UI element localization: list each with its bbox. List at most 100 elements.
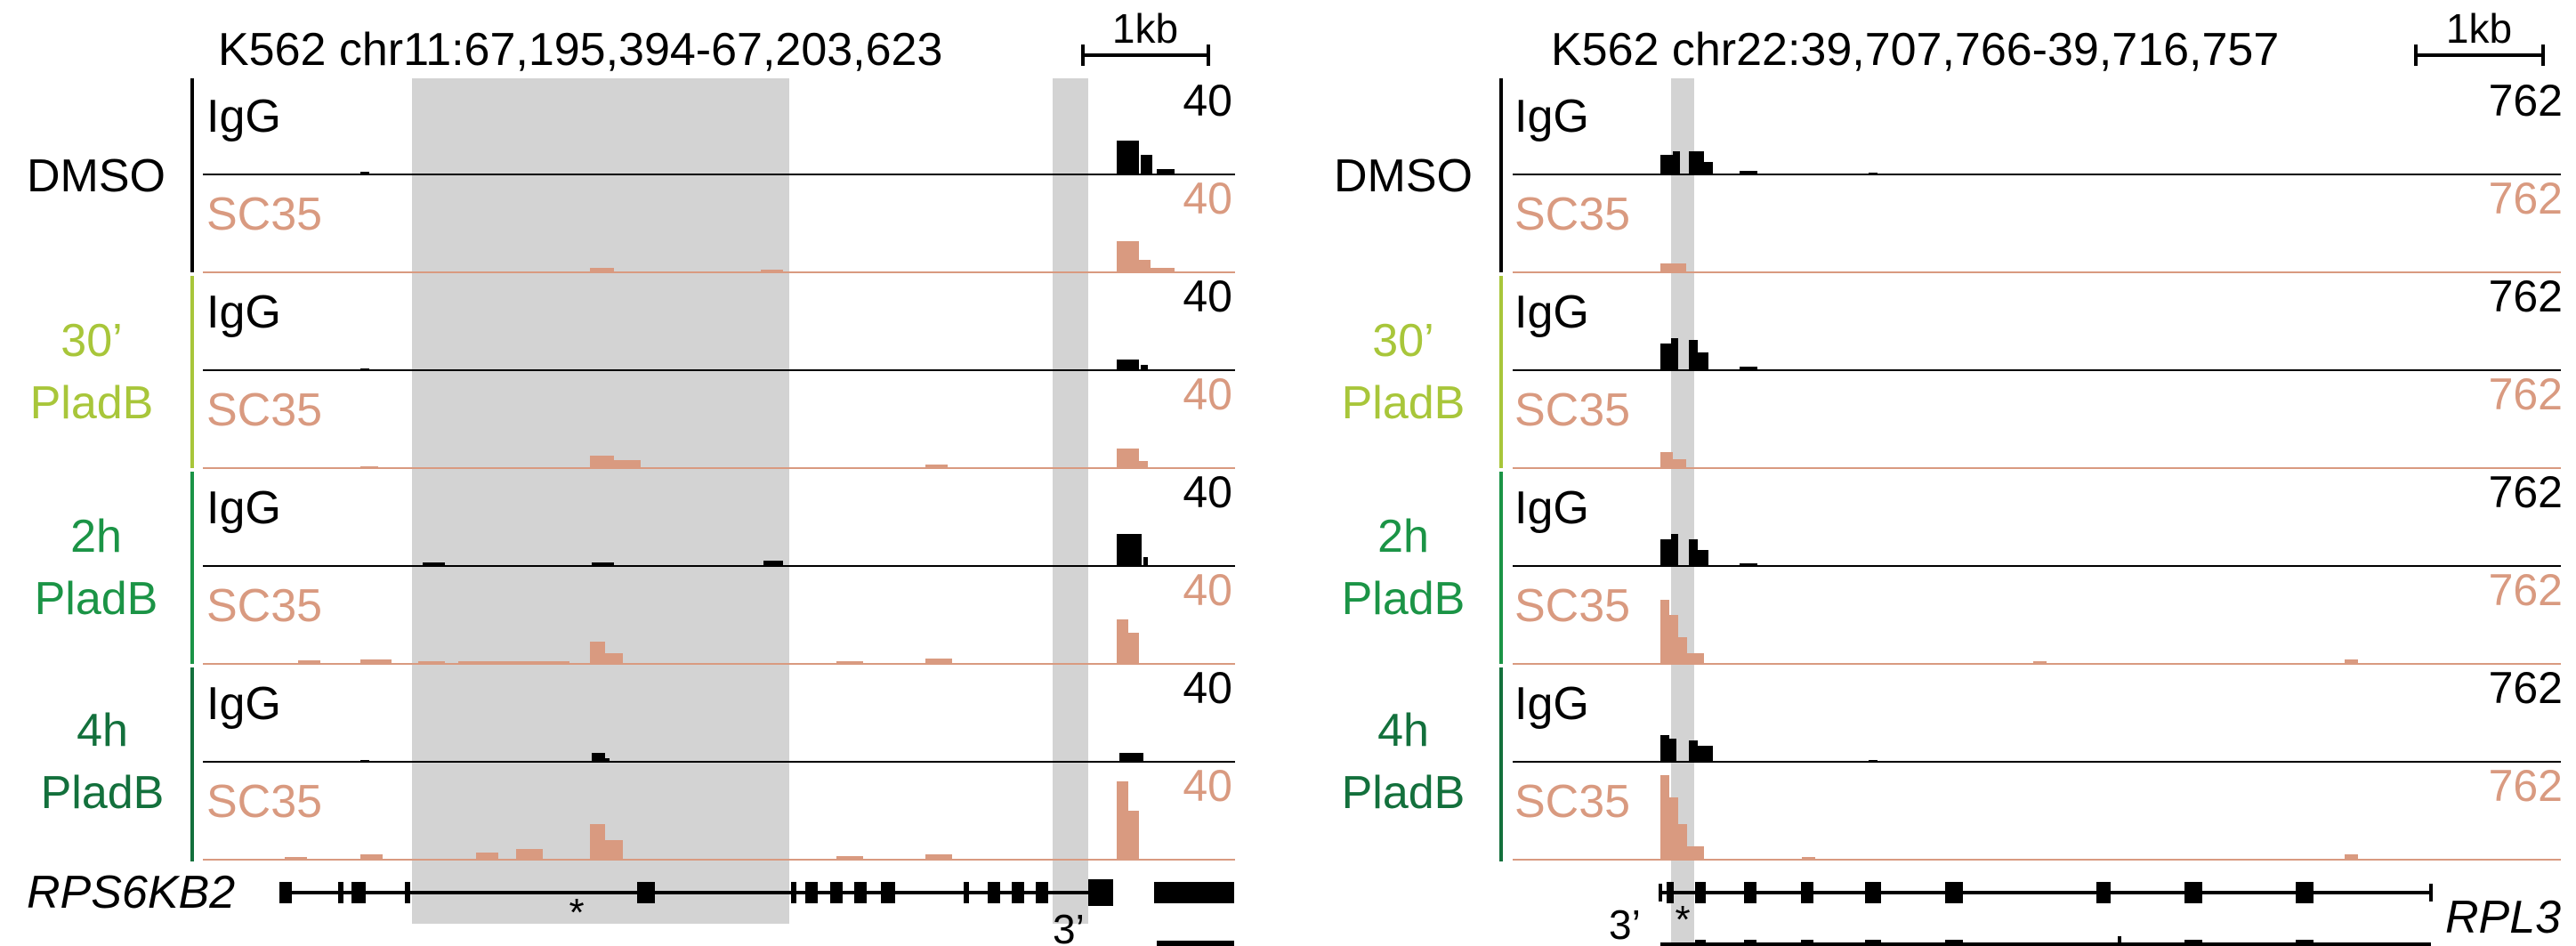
right-condition-4h-line1: 4h [1377,705,1429,756]
right-dmso-sc35-scale-max: 762 [2489,174,2563,223]
right-dmso-sc35-track-label: SC35 [1514,189,1630,240]
left-h4-sc35-coverage-bar [516,849,543,860]
left-h4-igg-coverage-bar [592,753,605,762]
right-h4-igg-coverage-bar [1869,760,1877,762]
highlight-region-left-b [1053,78,1088,924]
left-dmso-sc35-coverage-bar [1117,241,1139,272]
right-h2-sc35-coverage-bar [1669,615,1678,664]
left-condition-30m-line1: 30’ [61,315,122,367]
right-h2-sc35-coverage-bar [2345,659,2358,664]
left-h4-sc35-coverage-bar [476,853,498,860]
left-h2-sc35-track-label: SC35 [206,580,322,632]
right-h4-sc35-coverage-bar [1802,857,1815,860]
left-dmso-sc35-scale-max: 40 [1183,174,1232,223]
right-h2-sc35-track-label: SC35 [1514,580,1630,632]
left-h2-sc35-coverage-bar [590,642,605,664]
right-m30-sc35-coverage-bar [1673,459,1686,468]
left-m30-igg-track-label: IgG [206,287,281,338]
left-h2-sc35-coverage-bar [605,653,623,664]
left-gene-exon [988,882,1000,903]
panel-right-scalebar: 1kb [2414,5,2545,66]
left-gene-exon [1036,882,1048,903]
left-h4-sc35-scale-max: 40 [1183,761,1232,811]
left-condition-4h-line1: 4h [77,705,128,756]
right-gene-exon [1667,882,1674,903]
left-m30-sc35-coverage-bar [925,465,948,468]
right-h4-sc35-coverage-bar [1678,824,1687,860]
right-h4-sc35-track-label: SC35 [1514,776,1630,828]
left-dmso-sc35-coverage-bar [1151,268,1175,272]
right-m30-sc35-coverage-bar [1660,452,1673,468]
right-condition-2h-line2: PladB [1342,573,1466,625]
right-gene-exon [1945,882,1963,903]
right-condition-30m-line2: PladB [1342,377,1466,429]
left-m30-sc35-coverage-bar [1139,461,1148,468]
left-m30-sc35-coverage-bar [590,456,614,468]
left-dmso-igg-track-label: IgG [206,91,281,142]
right-gene-exon [2096,882,2111,903]
right-m30-igg-coverage-bar [1671,338,1678,370]
left-h4-sc35-coverage-bar [836,856,863,860]
left-m30-igg-coverage-bar [360,368,369,370]
left-gene-exon [791,882,796,903]
left-gene-exon [964,882,969,903]
right-gene-exon [1695,940,1706,946]
right-m30-igg-coverage-bar [1660,344,1671,370]
right-h2-igg-coverage-bar [1671,534,1678,566]
right-h2-sc35-coverage-bar [1678,637,1687,664]
right-dmso-igg-coverage-bar [1740,171,1757,174]
left-h2-igg-coverage-bar [592,562,614,566]
right-gene-exon [1801,940,1813,946]
panel-right-scalebar-label: 1kb [2446,5,2512,52]
left-gene-exon [1088,879,1113,906]
left-dmso-igg-scale-max: 40 [1183,76,1232,125]
left-m30-igg-coverage-bar [1117,360,1139,370]
right-gene-exon [1865,940,1881,946]
highlight-region-left-a [412,78,789,924]
right-gene-name: RPL3 [2445,892,2561,943]
right-h4-sc35-coverage-bar [1660,775,1669,860]
left-gene-exon [830,882,843,903]
left-dmso-igg-coverage-bar [360,172,369,174]
left-h2-sc35-coverage-bar [418,661,445,664]
right-h2-sc35-coverage-bar [1660,600,1669,664]
left-condition-4h-line2: PladB [41,767,165,819]
left-dmso-igg-coverage-bar [1157,169,1175,174]
left-gene-exon [1154,882,1234,903]
right-h4-igg-track-label: IgG [1514,678,1589,730]
right-dmso-igg-track-label: IgG [1514,91,1589,142]
left-dmso-igg-coverage-bar [1141,155,1152,174]
left-m30-sc35-coverage-bar [360,466,378,468]
left-dmso-igg-coverage-bar [1117,141,1139,174]
right-m30-igg-coverage-bar [1698,352,1708,370]
right-h2-sc35-scale-max: 762 [2489,565,2563,615]
left-gene-exon [854,882,867,903]
left-dmso-sc35-coverage-bar [761,270,783,272]
panel-left-title: K562 chr11:67,195,394-67,203,623 [218,24,942,76]
left-gene-exon [1012,882,1024,903]
right-h2-igg-track-label: IgG [1514,482,1589,534]
left-gene-exon [881,882,895,903]
left-h4-igg-scale-max: 40 [1183,663,1232,713]
right-h4-sc35-coverage-bar [2345,854,2358,860]
left-gene-star: * [569,891,584,934]
left-h2-igg-coverage-bar [763,561,783,566]
right-dmso-igg-coverage-bar [1689,151,1704,174]
right-h2-igg-coverage-bar [1698,550,1708,566]
right-gene-star: * [1675,898,1690,942]
left-h4-sc35-coverage-bar [360,854,383,860]
right-m30-igg-coverage-bar [1689,340,1698,370]
left-h2-igg-scale-max: 40 [1183,467,1232,517]
right-gene-exon [1801,882,1813,903]
right-gene-exon [2184,882,2202,903]
right-h2-sc35-coverage-bar [1687,653,1704,664]
right-condition-4h-line2: PladB [1342,767,1466,819]
right-m30-igg-track-label: IgG [1514,287,1589,338]
right-gene-3prime-label: 3’ [1609,902,1641,946]
right-condition-30m-line1: 30’ [1372,315,1433,367]
left-h2-sc35-coverage-bar [1117,619,1128,664]
right-h4-igg-scale-max: 762 [2489,663,2563,713]
left-dmso-sc35-track-label: SC35 [206,189,322,240]
left-h2-igg-coverage-bar [1143,557,1148,566]
left-m30-igg-scale-max: 40 [1183,271,1232,321]
